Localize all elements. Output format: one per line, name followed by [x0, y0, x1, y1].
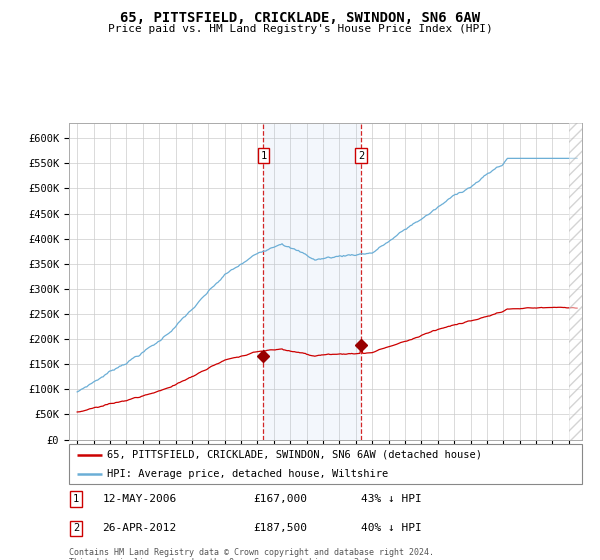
Text: 2: 2: [73, 524, 79, 533]
Text: 40% ↓ HPI: 40% ↓ HPI: [361, 524, 422, 533]
Text: 1: 1: [73, 494, 79, 504]
Text: 1: 1: [260, 151, 266, 161]
Text: HPI: Average price, detached house, Wiltshire: HPI: Average price, detached house, Wilt…: [107, 469, 389, 479]
Text: 12-MAY-2006: 12-MAY-2006: [103, 494, 176, 504]
Text: 2: 2: [358, 151, 364, 161]
Text: Contains HM Land Registry data © Crown copyright and database right 2024.
This d: Contains HM Land Registry data © Crown c…: [69, 548, 434, 560]
Text: 65, PITTSFIELD, CRICKLADE, SWINDON, SN6 6AW (detached house): 65, PITTSFIELD, CRICKLADE, SWINDON, SN6 …: [107, 450, 482, 460]
Text: £187,500: £187,500: [254, 524, 308, 533]
Text: 26-APR-2012: 26-APR-2012: [103, 524, 176, 533]
Text: £167,000: £167,000: [254, 494, 308, 504]
FancyBboxPatch shape: [69, 444, 582, 484]
Text: Price paid vs. HM Land Registry's House Price Index (HPI): Price paid vs. HM Land Registry's House …: [107, 24, 493, 34]
Bar: [263, 123, 361, 440]
Text: 65, PITTSFIELD, CRICKLADE, SWINDON, SN6 6AW: 65, PITTSFIELD, CRICKLADE, SWINDON, SN6 …: [120, 11, 480, 25]
Text: 43% ↓ HPI: 43% ↓ HPI: [361, 494, 422, 504]
